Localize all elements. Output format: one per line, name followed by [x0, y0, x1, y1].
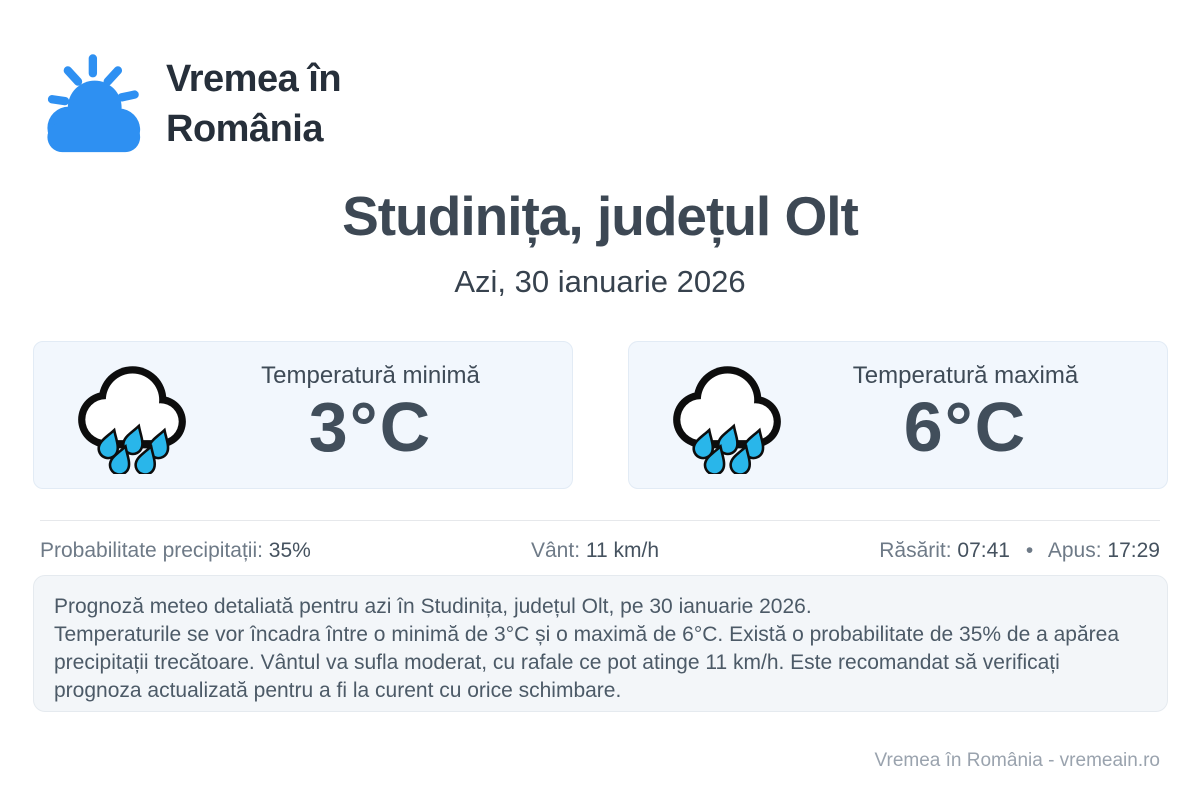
- divider: [40, 520, 1160, 521]
- precipitation-label: Probabilitate precipitații:: [40, 539, 263, 562]
- page-title: Studinița, județul Olt: [342, 185, 859, 247]
- sunset-label: Apus:: [1047, 539, 1102, 562]
- sunrise-value: 07:41: [957, 539, 1010, 562]
- precipitation-stat: Probabilitate precipitații: 35%: [40, 539, 311, 563]
- wind-stat: Vânt: 11 km/h: [531, 539, 659, 563]
- stats-row: Probabilitate precipitații: 35% Vânt: 11…: [40, 539, 1160, 563]
- min-temperature-body: Temperatură minimă 3°C: [199, 362, 572, 464]
- sunrise-label: Răsărit:: [879, 539, 952, 562]
- logo-line-2: România: [166, 108, 323, 150]
- sunset-value: 17:29: [1107, 539, 1160, 562]
- max-temperature-card: Temperatură maximă 6°C: [628, 341, 1168, 489]
- forecast-line-1: Prognoză meteo detaliată pentru azi în S…: [54, 595, 812, 618]
- rain-cloud-icon: [659, 356, 794, 474]
- max-temperature-value: 6°C: [903, 388, 1028, 466]
- min-temperature-card: Temperatură minimă 3°C: [33, 341, 573, 489]
- sun-times-stat: Răsărit: 07:41 • Apus: 17:29: [879, 539, 1160, 563]
- max-temperature-body: Temperatură maximă 6°C: [794, 362, 1167, 464]
- bullet-separator: •: [1025, 539, 1034, 562]
- min-temperature-value: 3°C: [308, 388, 433, 466]
- site-logo-text: Vremea în România: [166, 54, 342, 154]
- forecast-line-2: Temperaturile se vor încadra între o min…: [54, 623, 1120, 702]
- max-temperature-label: Temperatură maximă: [852, 362, 1079, 389]
- site-logo: Vremea în România: [40, 42, 342, 162]
- wind-label: Vânt:: [531, 539, 581, 562]
- forecast-box: Prognoză meteo detaliată pentru azi în S…: [33, 575, 1168, 712]
- sun-behind-cloud-icon: [40, 42, 142, 162]
- page-subtitle: Azi, 30 ianuarie 2026: [454, 264, 746, 299]
- min-temperature-label: Temperatură minimă: [261, 362, 480, 389]
- wind-value: 11 km/h: [585, 539, 660, 562]
- logo-line-1: Vremea în: [166, 58, 342, 100]
- precipitation-value: 35%: [268, 539, 311, 562]
- temperature-cards: Temperatură minimă 3°C Temperatură maxim…: [33, 341, 1168, 489]
- rain-cloud-icon: [64, 356, 199, 474]
- footer-credit: Vremea în România - vremeain.ro: [874, 750, 1160, 771]
